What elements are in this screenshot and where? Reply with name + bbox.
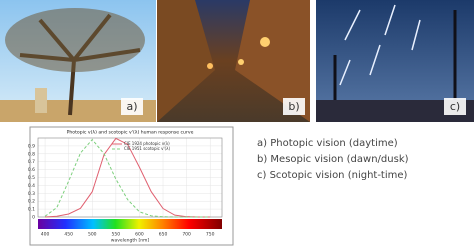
plot-frame xyxy=(37,137,223,218)
x-tick-label: 750 xyxy=(206,232,215,238)
y-tick-label: 0.9 xyxy=(28,143,35,149)
photo-a xyxy=(0,0,156,122)
x-tick-label: 550 xyxy=(112,232,121,238)
y-tick-label: 0 xyxy=(32,215,35,221)
list-item: a) Photopic vision (daytime) xyxy=(257,138,398,149)
x-tick-label: 400 xyxy=(41,232,50,238)
series-line xyxy=(44,138,211,218)
legend-label: CIE 1951 scotopic v'(λ) xyxy=(124,146,170,151)
legend-label: CIE 1924 photopic v(λ) xyxy=(124,141,170,146)
y-tick-label: 0.1 xyxy=(28,207,35,213)
photo-b xyxy=(157,0,310,122)
series-line xyxy=(45,137,211,218)
photo-label: c) xyxy=(450,100,460,113)
chart-title: Photopic v(λ) and scotopic v'(λ) human r… xyxy=(67,130,194,136)
y-tick-label: 0.5 xyxy=(28,175,35,181)
y-tick-label: 0.2 xyxy=(28,199,35,205)
photo-label-box xyxy=(444,98,466,115)
x-axis-label: wavelength [nm] xyxy=(111,238,150,244)
x-tick-label: 700 xyxy=(182,232,191,238)
y-tick-label: 0.4 xyxy=(28,183,35,189)
y-tick-label: 0.6 xyxy=(28,167,35,173)
y-tick-label: 0.7 xyxy=(28,159,35,165)
x-tick-label: 500 xyxy=(88,232,97,238)
photo-label: a) xyxy=(126,100,137,113)
photo-label-box xyxy=(121,98,143,115)
list-item: c) Scotopic vision (night-time) xyxy=(257,170,408,181)
x-tick-label: 450 xyxy=(64,232,73,238)
photo-label-box xyxy=(283,98,305,115)
list-item: b) Mesopic vision (dawn/dusk) xyxy=(257,154,409,165)
x-tick-label: 650 xyxy=(159,232,168,238)
x-tick-label: 600 xyxy=(135,232,144,238)
y-tick-label: 0.8 xyxy=(28,151,35,157)
y-tick-label: 0.3 xyxy=(28,191,35,197)
photo-label: b) xyxy=(288,100,299,113)
chart-panel xyxy=(29,126,234,246)
